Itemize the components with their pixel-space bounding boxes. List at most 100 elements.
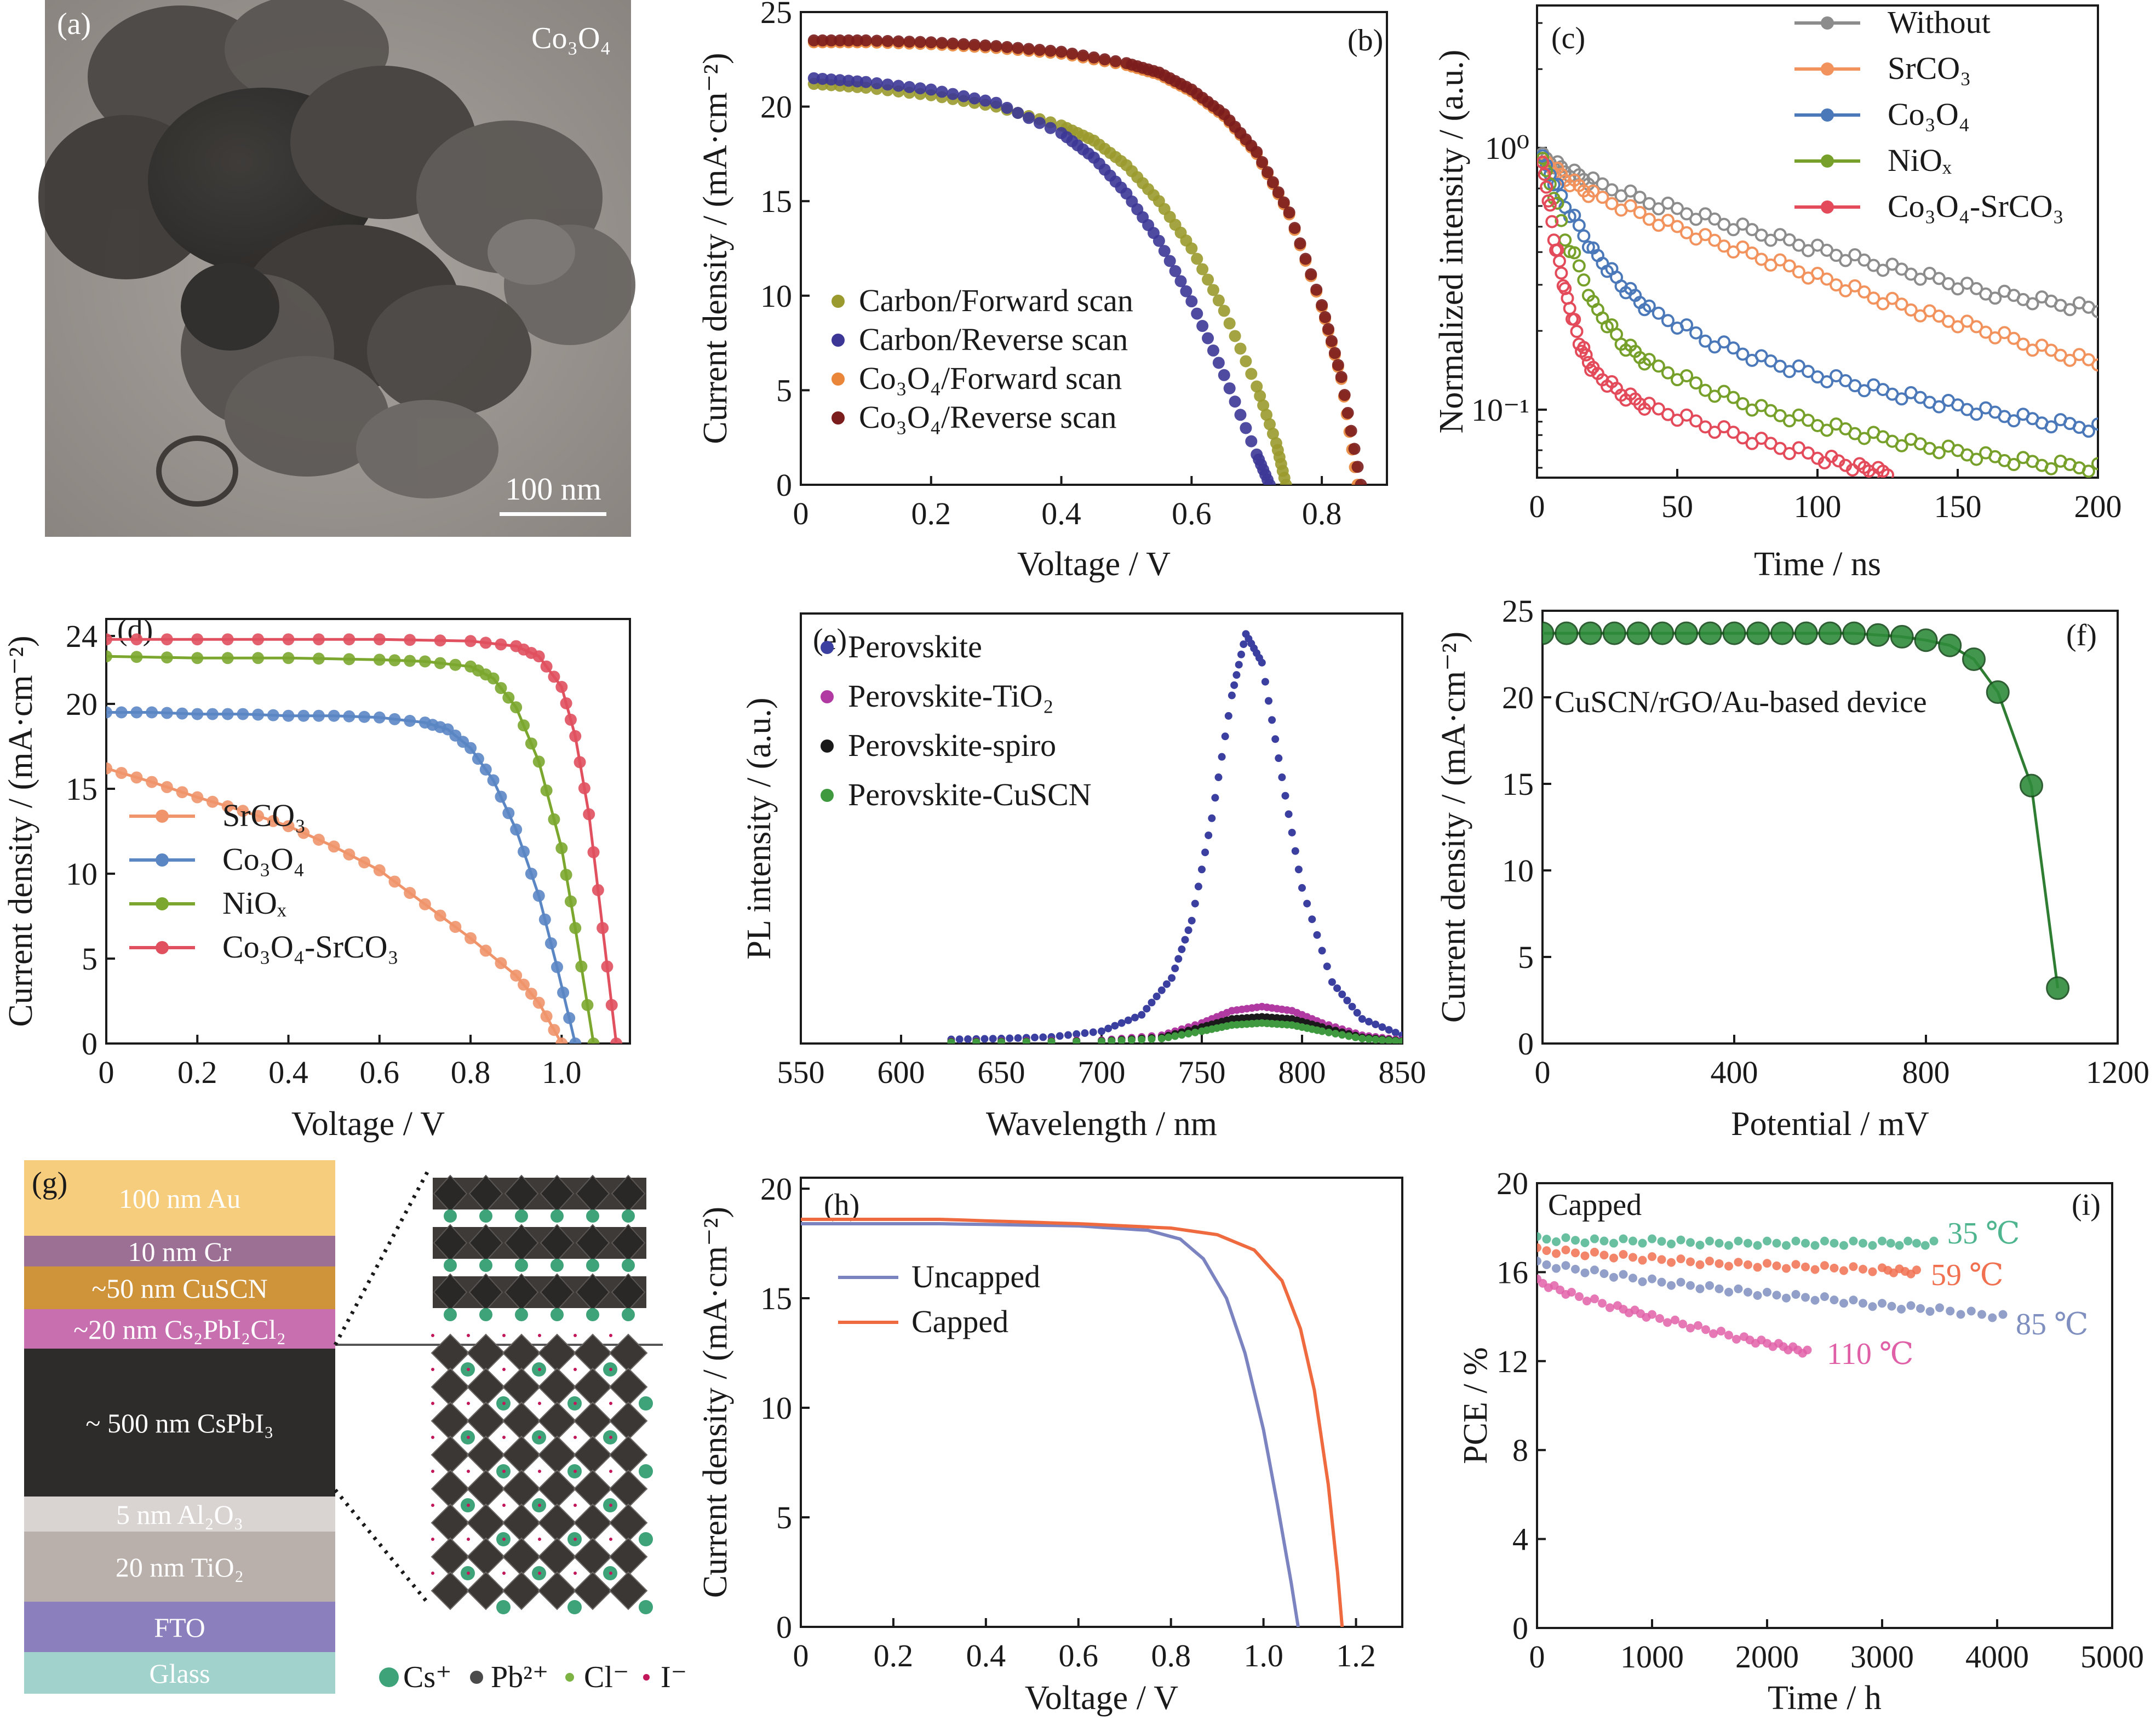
data-point: [1736, 217, 1750, 231]
data-point: [1671, 202, 1684, 215]
data-point: [1782, 414, 1796, 428]
data-point: [1686, 1323, 1695, 1333]
layer-label: ~ 500 nm CsPbI₃: [85, 1408, 273, 1438]
series-3: [807, 34, 1367, 485]
x-tick-label: 0.8: [451, 1054, 491, 1090]
data-point: [1885, 291, 1899, 305]
legend-label: Carbon/Forward scan: [859, 283, 1133, 318]
data-point: [1351, 1033, 1360, 1041]
data-point: [1839, 254, 1853, 267]
data-point: [1323, 962, 1331, 971]
data-point: [1791, 1260, 1801, 1269]
data-point: [1271, 735, 1280, 743]
data-point: [834, 34, 846, 47]
data-point: [569, 922, 582, 934]
data-point: [1251, 146, 1263, 158]
data-point: [1998, 326, 2011, 340]
data-point: [1328, 347, 1341, 359]
data-point: [1599, 1269, 1609, 1278]
legend-marker: [821, 739, 834, 753]
data-point: [1552, 1237, 1561, 1246]
data-point: [1555, 214, 1568, 227]
y-axis-label: PCE / %: [1457, 1347, 1494, 1464]
legend-entry: Capped: [838, 1304, 1008, 1339]
data-point: [1667, 1258, 1676, 1267]
data-point: [1859, 1299, 1867, 1308]
data-point: [2091, 305, 2098, 318]
plot-frame: [1536, 4, 2099, 479]
data-point: [1208, 814, 1216, 822]
data-point: [130, 651, 143, 663]
series-line: [106, 767, 563, 1044]
data-point: [1689, 376, 1703, 390]
y-tick-label: 0: [82, 1026, 98, 1062]
data-point: [1686, 1238, 1695, 1247]
data-point: [1667, 1239, 1676, 1248]
data-point: [176, 707, 188, 720]
data-point: [957, 38, 970, 50]
data-point: [1580, 1251, 1590, 1260]
data-point: [221, 800, 234, 813]
data-point: [1277, 196, 1290, 209]
legend-label: SrCO₃: [1888, 50, 1971, 86]
x-tick-label: 0: [1535, 1054, 1551, 1090]
data-point: [1265, 697, 1272, 705]
data-point: [1039, 1033, 1047, 1041]
x-tick-label: 0.4: [1041, 496, 1081, 531]
data-point: [1956, 1310, 1965, 1319]
data-point: [449, 921, 462, 933]
data-point: [1599, 1236, 1609, 1246]
data-point: [1642, 213, 1656, 226]
data-point: [1582, 1297, 1591, 1306]
cs-atom: [551, 1259, 564, 1272]
data-point: [495, 790, 507, 803]
data-point: [1542, 1235, 1551, 1244]
data-point: [1561, 1233, 1570, 1242]
data-point: [807, 34, 820, 47]
data-point: [106, 633, 112, 646]
data-point: [1857, 253, 1871, 267]
y-tick-label: 5: [776, 372, 792, 408]
cs-atom: [586, 1209, 599, 1223]
y-tick-label: 15: [1502, 766, 1534, 802]
data-point: [1680, 226, 1694, 239]
x-tick-label: 0.4: [268, 1054, 308, 1090]
data-point: [540, 660, 553, 673]
data-point: [1033, 117, 1046, 129]
cs-atom: [496, 1600, 511, 1614]
data-point: [1629, 1274, 1637, 1283]
data-point: [2007, 414, 2021, 428]
data-point: [1744, 1239, 1752, 1248]
data-point: [404, 715, 416, 727]
data-point: [1717, 420, 1731, 434]
x-tick-label: 0: [793, 496, 809, 531]
data-point: [1736, 347, 1750, 361]
data-point: [548, 1024, 560, 1036]
data-point: [1257, 399, 1270, 412]
i-atom: [538, 1436, 541, 1439]
x-tick-label: 550: [777, 1054, 825, 1090]
slab: [433, 1276, 646, 1308]
data-point: [1667, 1281, 1676, 1290]
i-atom: [431, 1334, 434, 1337]
data-point: [1266, 427, 1279, 440]
data-point: [1316, 299, 1328, 312]
data-point: [592, 884, 604, 896]
x-tick-label: 0: [793, 1638, 809, 1673]
legend-label: NiOₓ: [1888, 142, 1952, 178]
data-point: [1275, 754, 1283, 762]
legend-marker: [379, 1667, 399, 1687]
data-point: [1571, 1264, 1580, 1274]
data-point: [1111, 1022, 1119, 1030]
i-atom: [609, 1538, 612, 1541]
y-axis-label: Normalized intensity / (a.u.): [1433, 50, 1470, 434]
data-point: [1619, 1234, 1628, 1243]
data-point: [1624, 184, 1637, 198]
data-point: [2091, 457, 2098, 471]
x-tick-label: 0.4: [966, 1638, 1006, 1673]
series-0: [801, 1222, 1300, 1627]
y-tick-label: 10⁰: [1485, 130, 1529, 166]
data-point: [1811, 267, 1824, 280]
data-point: [267, 709, 279, 721]
